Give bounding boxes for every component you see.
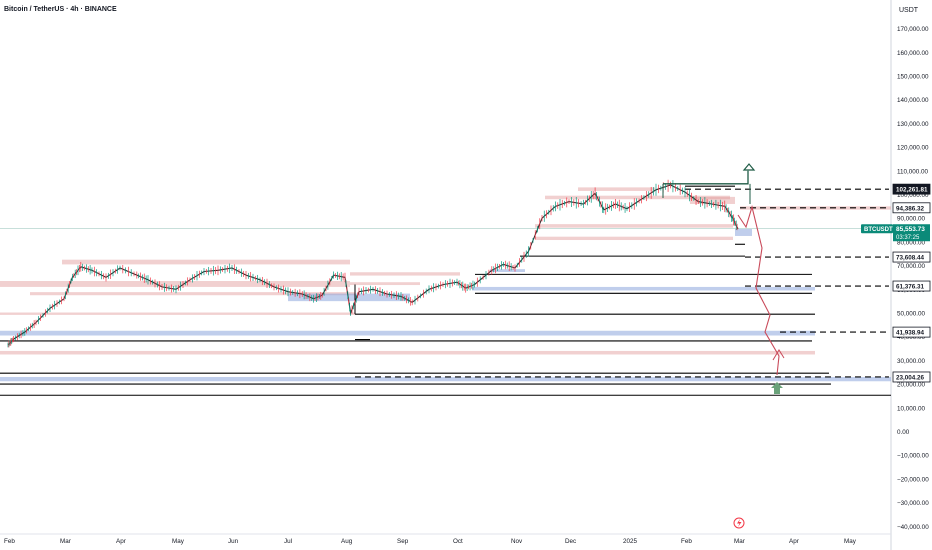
time-axis: Feb Mar Apr May Jun Jul Aug Sep Oct Nov Dec 2025 Feb… xyxy=(4,538,857,545)
time-tick-label: Nov xyxy=(511,538,523,545)
time-tick-label: Apr xyxy=(789,538,799,545)
zone-red-10[interactable] xyxy=(545,195,730,200)
symbol-badge-text: BTCUSDT xyxy=(864,227,893,233)
time-tick-label: Mar xyxy=(734,538,745,545)
price-label-text: 41,938.94 xyxy=(896,330,925,337)
levels-layer xyxy=(0,185,891,396)
time-tick-label: Feb xyxy=(681,538,692,545)
zone-red-8[interactable] xyxy=(535,224,733,228)
time-tick-label: Jun xyxy=(228,538,239,545)
time-tick-label: Dec xyxy=(565,538,576,545)
current-price-text: 85,553.73 xyxy=(896,226,925,233)
time-tick-label: Feb xyxy=(4,538,15,545)
zone-blue-6[interactable] xyxy=(735,228,752,236)
price-tick-label: 110,000.00 xyxy=(897,168,929,175)
price-tick-label: 0.00 xyxy=(897,429,910,436)
price-tick-label: 10,000.00 xyxy=(897,405,926,412)
currency-label[interactable]: USDT xyxy=(899,7,919,14)
zone-blue-1[interactable] xyxy=(288,293,410,302)
price-label-text: 23,004.26 xyxy=(896,374,925,381)
zone-red-12[interactable] xyxy=(690,196,735,204)
bear-bounce-arrow[interactable] xyxy=(772,349,785,361)
price-label-box xyxy=(892,371,931,383)
zone-blue-5[interactable] xyxy=(490,269,525,272)
price-tick-label: −30,000.00 xyxy=(897,500,929,507)
price-axis: 170,000.00 160,000.00 150,000.00 140,000.00… xyxy=(897,26,929,531)
zone-red-6[interactable] xyxy=(0,312,355,315)
time-tick-label: Aug xyxy=(341,538,353,545)
price-label-text: 94,386.32 xyxy=(896,205,925,212)
symbol-badge[interactable] xyxy=(861,224,893,234)
bear-projection-line[interactable] xyxy=(737,204,780,376)
price-label-text: 73,608.44 xyxy=(896,255,925,262)
time-tick-label: Apr xyxy=(116,538,126,545)
price-label-box xyxy=(892,280,931,292)
price-label-box xyxy=(892,202,931,214)
time-tick-label: Sep xyxy=(397,538,409,545)
projection-layer xyxy=(662,163,785,394)
lightning-icon[interactable] xyxy=(733,517,745,529)
price-tick-label: 50,000.00 xyxy=(897,311,926,318)
zone-blue-4[interactable] xyxy=(472,286,815,291)
price-tick-label: −10,000.00 xyxy=(897,453,929,460)
time-tick-label: May xyxy=(844,538,857,545)
zone-red-4[interactable] xyxy=(350,282,420,286)
time-tick-label: Oct xyxy=(453,538,463,545)
time-tick-label: Mar xyxy=(60,538,71,545)
price-tick-label: 70,000.00 xyxy=(897,263,926,270)
price-tick-label: 80,000.00 xyxy=(897,239,926,246)
bull-projection-line[interactable] xyxy=(663,170,749,185)
zone-red-3[interactable] xyxy=(350,272,460,276)
price-tick-label: 160,000.00 xyxy=(897,50,929,57)
zone-red-7[interactable] xyxy=(0,350,815,355)
target-arrow-up[interactable] xyxy=(771,382,783,394)
price-tick-label: 120,000.00 xyxy=(897,145,929,152)
lightning-bolt xyxy=(737,519,742,527)
zone-red-11[interactable] xyxy=(578,187,655,191)
price-label-text: 102,261.81 xyxy=(896,187,928,194)
zone-blue-2[interactable] xyxy=(0,330,815,336)
price-label-box xyxy=(892,326,931,338)
chart-title: Bitcoin / TetherUS · 4h · BINANCE xyxy=(4,6,117,13)
price-tick-label: 170,000.00 xyxy=(897,26,929,33)
price-tick-label: 100,000.00 xyxy=(897,192,929,199)
price-label-box xyxy=(892,183,931,195)
zone-red-1[interactable] xyxy=(0,281,350,287)
time-tick-label: Jul xyxy=(284,538,292,545)
zone-red-2[interactable] xyxy=(62,259,350,265)
bull-arrow-head[interactable] xyxy=(742,163,756,171)
price-tick-label: 150,000.00 xyxy=(897,74,929,81)
price-tick-label: 20,000.00 xyxy=(897,382,926,389)
price-line[interactable] xyxy=(7,184,739,346)
time-tick-label: May xyxy=(172,538,185,545)
price-tick-label: 40,000.00 xyxy=(897,334,926,341)
price-tick-label: 30,000.00 xyxy=(897,358,926,365)
zone-red-5[interactable] xyxy=(30,292,355,296)
countdown-text: 03:37:25 xyxy=(896,235,920,241)
zone-red-9[interactable] xyxy=(535,236,733,241)
time-tick-label: 2025 xyxy=(623,538,638,545)
price-series xyxy=(7,179,739,348)
price-tick-label: 130,000.00 xyxy=(897,121,929,128)
price-labels: 102,261.81 94,386.32 73,608.44 61,376.31 41,… xyxy=(861,183,931,383)
price-tick-label: −40,000.00 xyxy=(897,524,929,531)
price-tick-label: 140,000.00 xyxy=(897,97,929,104)
zone-blue-3[interactable] xyxy=(0,376,891,382)
price-tick-label: 90,000.00 xyxy=(897,216,926,223)
price-tick-label: −20,000.00 xyxy=(897,476,929,483)
price-label-text: 61,376.31 xyxy=(896,284,925,291)
price-label-box xyxy=(892,251,931,263)
current-price-badge[interactable] xyxy=(893,224,930,242)
